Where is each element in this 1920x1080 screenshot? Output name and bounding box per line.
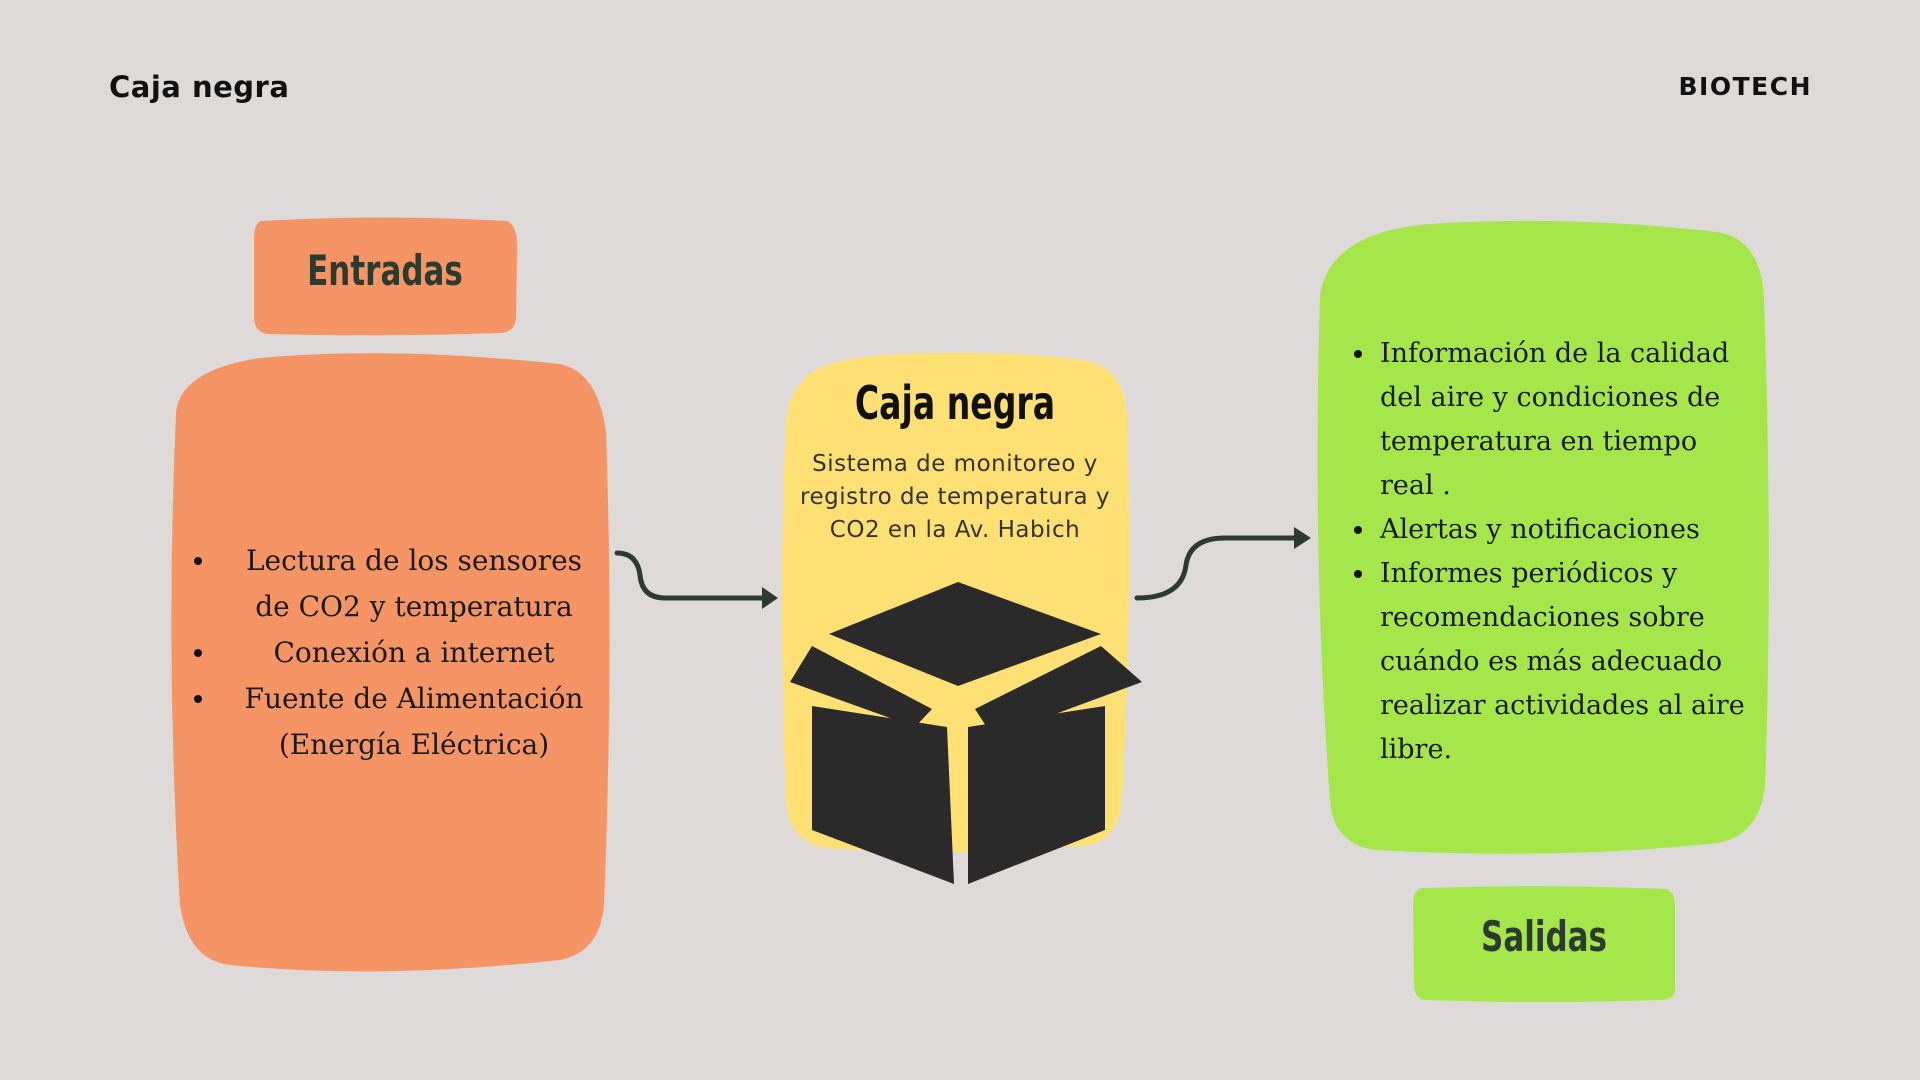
list-item: Lectura de los sensores de CO2 y tempera… (190, 538, 600, 630)
blackbox-title: Caja negra (817, 376, 1094, 430)
list-item: Informes periódicos y recomendaciones so… (1352, 552, 1752, 772)
input-arrow (617, 553, 770, 598)
outputs-list: Información de la calidad del aire y con… (1352, 332, 1752, 772)
outputs-label: Salidas (1437, 912, 1652, 961)
inputs-list: Lectura de los sensores de CO2 y tempera… (190, 538, 600, 768)
output-arrow-head (1294, 527, 1311, 549)
output-arrow (1137, 538, 1302, 598)
list-item: Fuente de Alimentación (Energía Eléctric… (190, 676, 600, 768)
inputs-label: Entradas (278, 246, 493, 295)
list-item: Conexión a internet (190, 630, 600, 676)
list-item: Alertas y notificaciones (1352, 508, 1752, 552)
input-arrow-head (762, 587, 778, 609)
list-item: Información de la calidad del aire y con… (1352, 332, 1752, 508)
blackbox-description: Sistema de monitoreo y registro de tempe… (795, 448, 1115, 547)
